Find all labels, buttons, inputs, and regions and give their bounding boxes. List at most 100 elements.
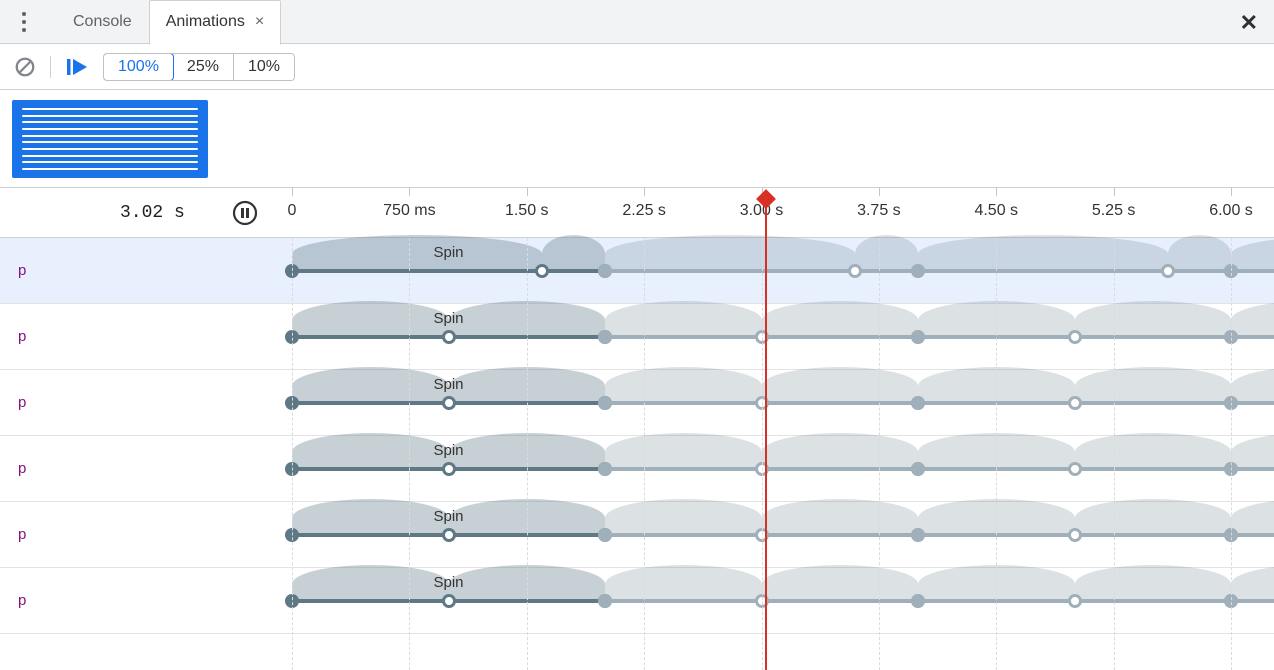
toolbar-divider [50,56,51,78]
easing-hump [292,565,449,603]
track-segment[interactable] [918,269,1231,273]
animation-name-label: Spin [433,310,463,327]
keyframe[interactable] [1224,330,1238,344]
easing-hump [449,499,606,537]
animation-row[interactable]: pSpin [0,304,1274,370]
easing-hump [918,301,1075,339]
close-tab-icon[interactable]: × [255,13,264,31]
easing-hump [292,235,542,273]
animation-row[interactable]: p Spin [0,502,1274,568]
more-options-icon[interactable] [12,10,36,34]
keyframe-hollow[interactable] [1068,396,1082,410]
animation-group-thumb[interactable] [12,100,208,178]
animation-row[interactable]: pSpin [0,370,1274,436]
row-element-label: p [0,238,292,303]
play-icon[interactable] [65,56,89,78]
easing-hump [762,499,919,537]
easing-hump [605,235,855,273]
easing-hump [292,367,449,405]
animation-buffer-strip [0,90,1274,188]
animation-name-label: Spin [433,244,463,261]
easing-hump [1075,433,1232,471]
tab-animations-label: Animations [166,13,245,31]
easing-hump [918,235,1168,273]
tab-console[interactable]: Console [56,0,149,44]
keyframe[interactable] [285,462,299,476]
row-element-label: p [0,436,292,501]
keyframe-hollow[interactable] [1068,528,1082,542]
easing-hump [292,499,449,537]
keyframe-hollow[interactable] [442,396,456,410]
keyframe[interactable] [911,528,925,542]
keyframe[interactable] [911,396,925,410]
track-segment[interactable] [292,269,605,273]
animation-row[interactable]: p Spin [0,238,1274,304]
keyframe-hollow[interactable] [442,330,456,344]
keyframe-hollow[interactable] [442,462,456,476]
keyframe-hollow[interactable] [755,396,769,410]
close-panel-icon[interactable]: ✕ [1240,10,1258,36]
easing-hump [918,433,1075,471]
animation-name-label: Spin [433,376,463,393]
devtools-tab-bar: Console Animations × ✕ [0,0,1274,44]
keyframe[interactable] [285,528,299,542]
keyframe[interactable] [911,462,925,476]
keyframe[interactable] [285,594,299,608]
keyframe-hollow[interactable] [442,594,456,608]
keyframe[interactable] [598,264,612,278]
easing-hump [449,367,606,405]
keyframe[interactable] [1224,594,1238,608]
keyframe[interactable] [598,396,612,410]
clear-icon[interactable] [14,56,36,78]
tab-animations[interactable]: Animations × [149,0,282,45]
speed-10-button[interactable]: 10% [234,54,294,80]
keyframe[interactable] [285,264,299,278]
keyframe-hollow[interactable] [442,528,456,542]
keyframe[interactable] [911,264,925,278]
easing-hump [855,235,918,273]
keyframe-hollow[interactable] [535,264,549,278]
easing-hump [449,565,606,603]
easing-hump [1168,235,1231,273]
ruler-ticks[interactable]: 0750 ms1.50 s2.25 s3.00 s3.75 s4.50 s5.2… [292,188,1274,237]
keyframe[interactable] [911,594,925,608]
keyframe-hollow[interactable] [755,330,769,344]
keyframe[interactable] [285,396,299,410]
keyframe-hollow[interactable] [848,264,862,278]
keyframe[interactable] [1224,462,1238,476]
keyframe-hollow[interactable] [755,594,769,608]
keyframe-hollow[interactable] [1068,462,1082,476]
animation-name-label: Spin [433,508,463,525]
keyframe[interactable] [598,594,612,608]
tick-label: 0 [288,202,297,220]
keyframe-hollow[interactable] [1068,594,1082,608]
track-segment[interactable] [605,269,918,273]
keyframe[interactable] [598,528,612,542]
speed-25-button[interactable]: 25% [173,54,234,80]
row-element-label: p [0,502,292,567]
easing-hump [1075,499,1232,537]
keyframe[interactable] [1224,264,1238,278]
easing-hump [605,367,762,405]
keyframe-hollow[interactable] [755,462,769,476]
easing-hump [1075,565,1232,603]
keyframe[interactable] [911,330,925,344]
row-track: Spin [292,370,1274,435]
keyframe[interactable] [598,462,612,476]
keyframe[interactable] [1224,396,1238,410]
easing-hump [605,433,762,471]
keyframe-hollow[interactable] [755,528,769,542]
animation-row[interactable]: pSpin [0,568,1274,634]
keyframe-hollow[interactable] [1068,330,1082,344]
keyframe[interactable] [1224,528,1238,542]
pause-icon[interactable] [232,200,258,229]
keyframe[interactable] [598,330,612,344]
speed-100-button[interactable]: 100% [103,53,174,81]
keyframe-hollow[interactable] [1161,264,1175,278]
animation-row[interactable]: pSpin [0,436,1274,502]
keyframe[interactable] [285,330,299,344]
easing-hump [762,367,919,405]
easing-hump [542,235,605,273]
tick-label: 5.25 s [1092,202,1136,220]
row-track: Spin [292,502,1274,567]
